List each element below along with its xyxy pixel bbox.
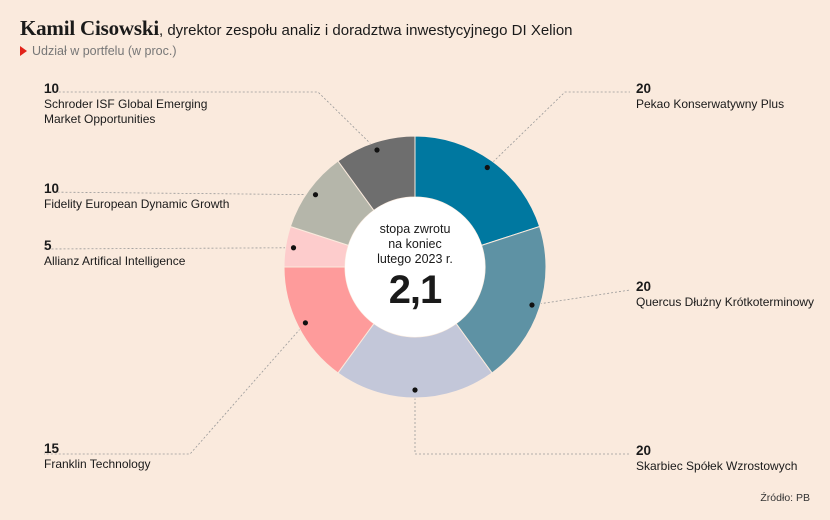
leader-dot-2 [412,387,418,393]
slice-name: Franklin Technology [44,457,151,471]
slice-name: Quercus Dłużny Krótkoterminowy [636,295,815,309]
triangle-marker-icon [20,46,27,56]
leader-dot-4 [290,245,297,251]
donut-hole [345,197,485,337]
slice-value: 5 [44,238,52,253]
slice-name: Fidelity European Dynamic Growth [44,197,230,211]
leader-line-0 [487,91,630,168]
slice-label-6: 10 Schroder ISF Global Emerging Market Op… [44,80,244,127]
slice-value: 20 [636,81,652,96]
leader-dot-1 [529,302,535,308]
source-note: Źródło: PB [760,492,810,504]
leader-line-2 [414,390,630,455]
slice-name: Allianz Artifical Intelligence [44,254,186,268]
subtitle-text: Udział w portfelu (w proc.) [32,44,177,58]
slice-value: 10 [44,81,60,96]
slice-name: Pekao Konserwatywny Plus [636,97,785,111]
leader-dot-5 [312,192,319,198]
leader-line-3 [44,322,306,455]
leader-dot-6 [374,147,380,153]
leader-lines [43,91,631,455]
slice-value: 10 [44,181,60,196]
center-label: stopa zwrotu na koniec lutego 2023 r. [377,222,453,266]
leader-dot-0 [484,164,490,171]
center-value: 2,1 [388,268,443,312]
chart-header: Kamil Cisowski, dyrektor zespołu analiz … [20,16,573,58]
leader-dot-3 [302,320,309,326]
slice-value: 20 [636,443,652,458]
donut-slices [283,135,547,399]
leader-line-6 [44,91,378,151]
slice-label-3: 15 Franklin Technology [44,440,244,472]
person-role: , dyrektor zespołu analiz i doradztwa in… [158,22,573,39]
leader-line-4 [43,247,294,250]
slice-label-2: 20 Skarbiec Spółek Wzrostowych [636,442,797,474]
chart-title: Kamil Cisowski, dyrektor zespołu analiz … [20,16,573,41]
person-name: Kamil Cisowski [20,16,159,40]
leader-dots [290,147,535,393]
slice-label-1: 20 Quercus Dłużny Krótkoterminowy [636,278,814,310]
leader-line-1 [531,289,631,306]
slice-name: Schroder ISF Global Emerging Market Oppo… [44,97,208,126]
leader-line-5 [43,191,316,196]
slice-label-5: 10 Fidelity European Dynamic Growth [44,180,244,212]
slice-value: 15 [44,441,60,456]
chart-subtitle: Udział w portfelu (w proc.) [20,44,573,58]
slice-name: Skarbiec Spółek Wzrostowych [636,459,798,473]
slice-label-0: 20 Pekao Konserwatywny Plus [636,80,784,112]
slice-label-4: 5 Allianz Artifical Intelligence [44,237,244,269]
slice-value: 20 [636,279,652,294]
